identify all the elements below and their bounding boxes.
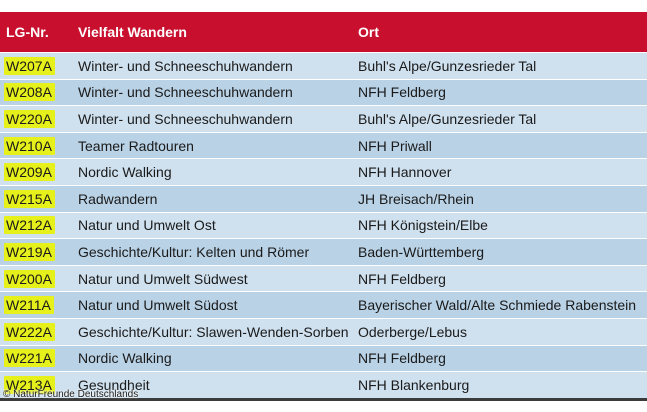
cell-title: Winter- und Schneeschuhwandern — [78, 84, 293, 101]
cell-lg-nr: W208A — [0, 83, 74, 102]
cell-title: Geschichte/Kultur: Kelten und Römer — [78, 243, 310, 260]
table-row: W213A Gesundheit NFH Blankenburg — [0, 371, 647, 398]
table-body: W207A Winter- und Schneeschuhwandern Buhl'… — [0, 52, 647, 398]
header-ort: Ort — [358, 24, 379, 40]
cell-lg-nr: W209A — [0, 163, 74, 182]
copyright-notice: © NaturFreunde Deutschlands — [3, 389, 139, 400]
cell-title: Winter- und Schneeschuhwandern — [78, 57, 293, 74]
table-row: W209A Nordic Walking NFH Hannover — [0, 158, 647, 185]
header-lg-nr: LG-Nr. — [6, 24, 49, 40]
course-code: W221A — [4, 349, 55, 368]
table-row: W211A Natur und Umwelt Südost Bayerischer … — [0, 291, 647, 318]
cell-place: NFH Feldberg — [358, 350, 446, 367]
cell-place: JH Breisach/Rhein — [358, 190, 474, 207]
cell-lg-nr: W222A — [0, 322, 74, 341]
cell-lg-nr: W213A — [0, 375, 74, 394]
table-row: W215A Radwandern JH Breisach/Rhein — [0, 184, 647, 212]
bottom-divider — [0, 398, 647, 401]
cell-lg-nr: W221A — [0, 349, 74, 368]
cell-place: NFH Priwall — [358, 137, 432, 154]
course-code: W220A — [4, 109, 55, 128]
course-code: W219A — [4, 242, 55, 261]
cell-place: NFH Blankenburg — [358, 376, 470, 393]
table-row: W212A Natur und Umwelt Ost NFH Königstein/… — [0, 211, 647, 239]
table-row: W221A Nordic Walking NFH Feldberg — [0, 344, 647, 372]
table-row: W200A Natur und Umwelt Südwest NFH Feldber… — [0, 264, 647, 292]
cell-place: Buhl's Alpe/Gunzesrieder Tal — [358, 110, 537, 127]
cell-title: Natur und Umwelt Südwest — [78, 270, 248, 287]
header-vielfalt-wandern: Vielfalt Wandern — [78, 24, 187, 40]
course-code: W222A — [4, 322, 55, 341]
table-row: W207A Winter- und Schneeschuhwandern Buhl'… — [0, 52, 647, 79]
cell-title: Winter- und Schneeschuhwandern — [78, 110, 293, 127]
course-code: W212A — [4, 216, 55, 235]
course-code: W207A — [4, 56, 55, 75]
cell-title: Geschichte/Kultur: Slawen-Wenden-Sorben — [78, 323, 349, 340]
course-code: W208A — [4, 83, 55, 102]
cell-place: Oderberge/Lebus — [358, 323, 467, 340]
cell-place: NFH Hannover — [358, 164, 452, 181]
course-code: W215A — [4, 189, 55, 208]
course-code: W209A — [4, 163, 55, 182]
cell-lg-nr: W200A — [0, 269, 74, 288]
course-code: W211A — [4, 296, 54, 315]
cell-place: Baden-Württemberg — [358, 243, 485, 260]
course-code: W213A — [4, 375, 55, 394]
cell-lg-nr: W219A — [0, 242, 74, 261]
cell-lg-nr: W210A — [0, 136, 74, 155]
cell-place: Bayerischer Wald/Alte Schmiede Rabenstei… — [358, 297, 637, 314]
cell-place: NFH Feldberg — [358, 270, 446, 287]
cell-place: NFH Feldberg — [358, 84, 446, 101]
cell-lg-nr: W207A — [0, 56, 74, 75]
cell-place: Buhl's Alpe/Gunzesrieder Tal — [358, 57, 537, 74]
cell-lg-nr: W215A — [0, 189, 74, 208]
course-code: W200A — [4, 269, 55, 288]
cell-lg-nr: W212A — [0, 216, 74, 235]
cell-title: Teamer Radtouren — [78, 137, 194, 154]
table-header: LG-Nr. Vielfalt Wandern Ort — [0, 12, 647, 52]
cell-title: Natur und Umwelt Südost — [78, 297, 238, 314]
table-row: W210A Teamer Radtouren NFH Priwall — [0, 131, 647, 159]
course-code: W210A — [4, 136, 55, 155]
table-row: W208A Winter- und Schneeschuhwandern NFH F… — [0, 78, 647, 106]
cell-lg-nr: W220A — [0, 109, 74, 128]
cell-title: Natur und Umwelt Ost — [78, 217, 216, 234]
course-table: LG-Nr. Vielfalt Wandern Ort W207A Winter-… — [0, 12, 647, 398]
cell-title: Radwandern — [78, 190, 158, 207]
table-row: W222A Geschichte/Kultur: Slawen-Wenden-So… — [0, 317, 647, 345]
cell-place: NFH Königstein/Elbe — [358, 217, 488, 234]
cell-lg-nr: W211A — [0, 296, 74, 315]
cell-title: Nordic Walking — [78, 350, 172, 367]
cell-title: Nordic Walking — [78, 164, 172, 181]
table-row: W219A Geschichte/Kultur: Kelten und Römer… — [0, 238, 647, 265]
cell-title: Gesundheit — [78, 376, 150, 393]
table-row: W220A Winter- und Schneeschuhwandern Buhl'… — [0, 105, 647, 132]
